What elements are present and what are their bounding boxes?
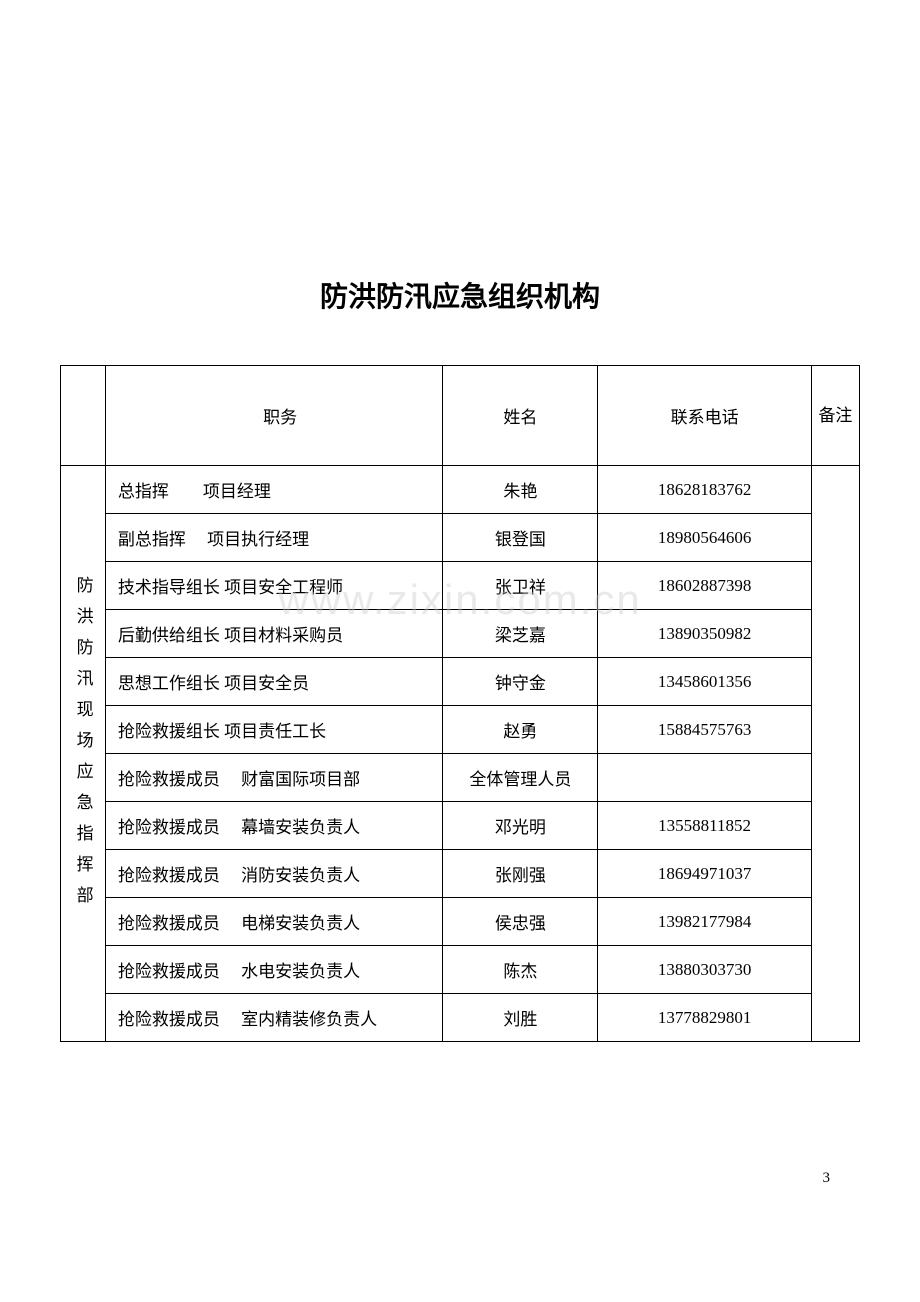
cell-position: 抢险救援成员 幕墙安装负责人	[105, 802, 443, 850]
cell-name: 侯忠强	[443, 898, 598, 946]
table-row: 抢险救援成员 幕墙安装负责人 邓光明 13558811852	[61, 802, 860, 850]
table-header-row: 职务 姓名 联系电话 备注	[61, 366, 860, 466]
cell-position: 副总指挥 项目执行经理	[105, 514, 443, 562]
table-row: 抢险救援成员 电梯安装负责人 侯忠强 13982177984	[61, 898, 860, 946]
cell-position: 抢险救援成员 电梯安装负责人	[105, 898, 443, 946]
cell-position: 抢险救援成员 水电安装负责人	[105, 946, 443, 994]
cell-position: 抢险救援成员 室内精装修负责人	[105, 994, 443, 1042]
cell-phone	[598, 754, 812, 802]
cell-name: 朱艳	[443, 466, 598, 514]
cell-phone: 15884575763	[598, 706, 812, 754]
table-row: 防洪防汛现场应急指挥部 总指挥 项目经理 朱艳 18628183762	[61, 466, 860, 514]
table-row: 技术指导组长 项目安全工程师 张卫祥 18602887398	[61, 562, 860, 610]
cell-position: 抢险救援成员 财富国际项目部	[105, 754, 443, 802]
cell-name: 邓光明	[443, 802, 598, 850]
cell-position: 抢险救援组长 项目责任工长	[105, 706, 443, 754]
cell-position: 后勤供给组长 项目材料采购员	[105, 610, 443, 658]
table-row: 抢险救援成员 水电安装负责人 陈杰 13880303730	[61, 946, 860, 994]
cell-phone: 18602887398	[598, 562, 812, 610]
category-cell: 防洪防汛现场应急指挥部	[61, 466, 106, 1042]
cell-position: 技术指导组长 项目安全工程师	[105, 562, 443, 610]
cell-position: 总指挥 项目经理	[105, 466, 443, 514]
cell-phone: 13982177984	[598, 898, 812, 946]
table-row: 抢险救援成员 消防安装负责人 张刚强 18694971037	[61, 850, 860, 898]
cell-phone: 13880303730	[598, 946, 812, 994]
org-table-container: 职务 姓名 联系电话 备注 防洪防汛现场应急指挥部 总指挥 项目经理 朱艳 18…	[60, 365, 860, 1042]
org-table: 职务 姓名 联系电话 备注 防洪防汛现场应急指挥部 总指挥 项目经理 朱艳 18…	[60, 365, 860, 1042]
cell-name: 全体管理人员	[443, 754, 598, 802]
header-position: 职务	[105, 366, 443, 466]
cell-phone: 18628183762	[598, 466, 812, 514]
table-row: 思想工作组长 项目安全员 钟守金 13458601356	[61, 658, 860, 706]
cell-phone: 13458601356	[598, 658, 812, 706]
cell-phone: 13558811852	[598, 802, 812, 850]
header-category	[61, 366, 106, 466]
table-row: 抢险救援成员 财富国际项目部 全体管理人员	[61, 754, 860, 802]
cell-name: 刘胜	[443, 994, 598, 1042]
category-label: 防洪防汛现场应急指挥部	[64, 576, 101, 917]
table-row: 抢险救援成员 室内精装修负责人 刘胜 13778829801	[61, 994, 860, 1042]
page-number: 3	[823, 1170, 831, 1187]
page-title: 防洪防汛应急组织机构	[0, 0, 920, 365]
cell-phone: 13890350982	[598, 610, 812, 658]
header-name: 姓名	[443, 366, 598, 466]
cell-name: 张卫祥	[443, 562, 598, 610]
cell-phone: 13778829801	[598, 994, 812, 1042]
table-row: 后勤供给组长 项目材料采购员 梁芝嘉 13890350982	[61, 610, 860, 658]
cell-name: 银登国	[443, 514, 598, 562]
cell-position: 抢险救援成员 消防安装负责人	[105, 850, 443, 898]
table-row: 副总指挥 项目执行经理 银登国 18980564606	[61, 514, 860, 562]
cell-phone: 18980564606	[598, 514, 812, 562]
cell-name: 陈杰	[443, 946, 598, 994]
cell-phone: 18694971037	[598, 850, 812, 898]
remarks-cell	[811, 466, 859, 1042]
header-remarks: 备注	[811, 366, 859, 466]
cell-position: 思想工作组长 项目安全员	[105, 658, 443, 706]
cell-name: 张刚强	[443, 850, 598, 898]
cell-name: 赵勇	[443, 706, 598, 754]
table-row: 抢险救援组长 项目责任工长 赵勇 15884575763	[61, 706, 860, 754]
cell-name: 梁芝嘉	[443, 610, 598, 658]
header-phone: 联系电话	[598, 366, 812, 466]
cell-name: 钟守金	[443, 658, 598, 706]
